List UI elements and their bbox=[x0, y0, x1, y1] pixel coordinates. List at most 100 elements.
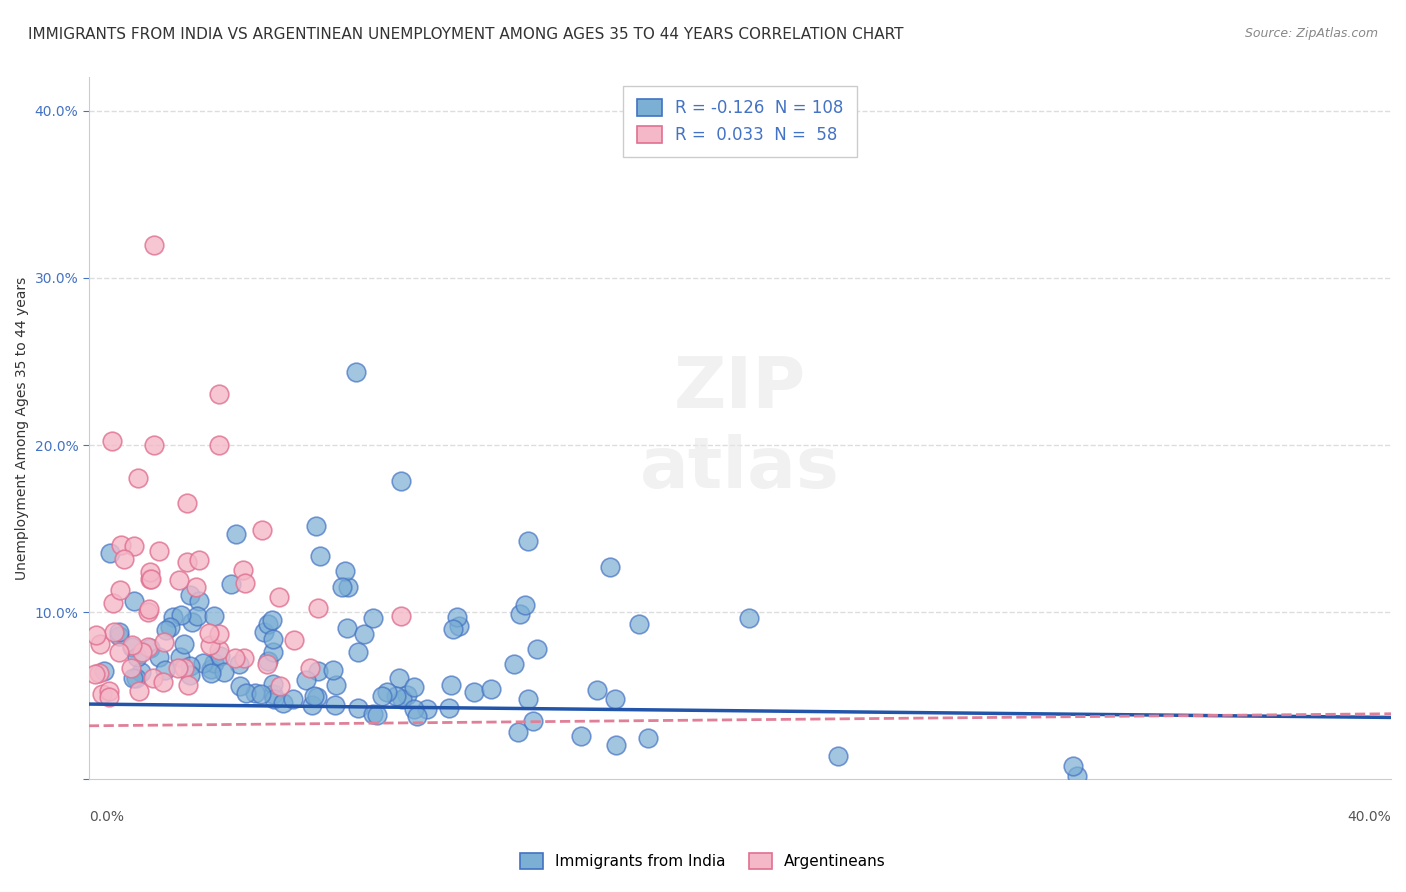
Argentineans bbox=[127, 471, 149, 485]
Text: ZIP
atlas: ZIP atlas bbox=[640, 354, 839, 503]
Immigrants from India bbox=[262, 687, 284, 701]
Immigrants from India bbox=[179, 588, 201, 602]
Argentineans bbox=[131, 645, 153, 659]
Immigrants from India bbox=[330, 580, 353, 594]
Argentineans bbox=[101, 434, 124, 449]
Argentineans bbox=[207, 643, 229, 657]
Immigrants from India bbox=[506, 725, 529, 739]
Immigrants from India bbox=[347, 645, 370, 659]
Immigrants from India bbox=[257, 654, 280, 668]
Legend: R = -0.126  N = 108, R =  0.033  N =  58: R = -0.126 N = 108, R = 0.033 N = 58 bbox=[623, 86, 856, 157]
Immigrants from India bbox=[180, 615, 202, 629]
Immigrants from India bbox=[441, 623, 464, 637]
Immigrants from India bbox=[305, 690, 328, 705]
Immigrants from India bbox=[225, 527, 247, 541]
Immigrants from India bbox=[187, 593, 209, 607]
Argentineans bbox=[97, 690, 120, 705]
Immigrants from India bbox=[389, 474, 412, 488]
Immigrants from India bbox=[1062, 758, 1084, 772]
Immigrants from India bbox=[148, 650, 170, 665]
Argentineans bbox=[139, 572, 162, 586]
Argentineans bbox=[208, 438, 231, 452]
Immigrants from India bbox=[479, 681, 502, 696]
Argentineans bbox=[197, 625, 219, 640]
Argentineans bbox=[298, 661, 321, 675]
Immigrants from India bbox=[138, 640, 160, 655]
Immigrants from India bbox=[200, 662, 222, 676]
Immigrants from India bbox=[569, 729, 592, 743]
Immigrants from India bbox=[263, 692, 285, 706]
Argentineans bbox=[122, 539, 145, 553]
Immigrants from India bbox=[302, 690, 325, 704]
Immigrants from India bbox=[325, 678, 347, 692]
Immigrants from India bbox=[253, 624, 276, 639]
Argentineans bbox=[256, 657, 278, 672]
Immigrants from India bbox=[295, 673, 318, 688]
Argentineans bbox=[128, 684, 150, 698]
Argentineans bbox=[139, 572, 162, 586]
Argentineans bbox=[167, 573, 190, 587]
Immigrants from India bbox=[309, 549, 332, 563]
Immigrants from India bbox=[125, 649, 148, 664]
Argentineans bbox=[389, 609, 412, 624]
Argentineans bbox=[139, 565, 162, 579]
Immigrants from India bbox=[513, 598, 536, 612]
Immigrants from India bbox=[202, 656, 225, 670]
Immigrants from India bbox=[125, 671, 148, 685]
Argentineans bbox=[142, 671, 165, 685]
Immigrants from India bbox=[271, 696, 294, 710]
Immigrants from India bbox=[186, 608, 208, 623]
Immigrants from India bbox=[245, 686, 267, 700]
Argentineans bbox=[176, 495, 198, 509]
Immigrants from India bbox=[404, 681, 426, 695]
Immigrants from India bbox=[169, 649, 191, 664]
Immigrants from India bbox=[212, 665, 235, 680]
Immigrants from India bbox=[121, 671, 143, 685]
Argentineans bbox=[173, 661, 195, 675]
Immigrants from India bbox=[262, 613, 284, 627]
Text: IMMIGRANTS FROM INDIA VS ARGENTINEAN UNEMPLOYMENT AMONG AGES 35 TO 44 YEARS CORR: IMMIGRANTS FROM INDIA VS ARGENTINEAN UNE… bbox=[28, 27, 904, 42]
Argentineans bbox=[167, 661, 190, 675]
Argentineans bbox=[176, 555, 198, 569]
Immigrants from India bbox=[235, 686, 257, 700]
Immigrants from India bbox=[262, 632, 284, 646]
Argentineans bbox=[224, 651, 246, 665]
Immigrants from India bbox=[155, 623, 177, 637]
Immigrants from India bbox=[366, 708, 388, 723]
Immigrants from India bbox=[129, 665, 152, 679]
Immigrants from India bbox=[463, 685, 485, 699]
Text: Source: ZipAtlas.com: Source: ZipAtlas.com bbox=[1244, 27, 1378, 40]
Argentineans bbox=[184, 581, 207, 595]
Immigrants from India bbox=[173, 638, 195, 652]
Immigrants from India bbox=[637, 731, 659, 745]
Y-axis label: Unemployment Among Ages 35 to 44 years: Unemployment Among Ages 35 to 44 years bbox=[15, 277, 30, 580]
Argentineans bbox=[148, 544, 170, 558]
Argentineans bbox=[83, 667, 105, 681]
Argentineans bbox=[103, 625, 125, 640]
Immigrants from India bbox=[353, 627, 375, 641]
Argentineans bbox=[235, 575, 257, 590]
Argentineans bbox=[142, 438, 165, 452]
Argentineans bbox=[89, 637, 111, 651]
Immigrants from India bbox=[416, 702, 439, 716]
Text: 40.0%: 40.0% bbox=[1347, 810, 1391, 824]
Immigrants from India bbox=[307, 664, 329, 678]
Immigrants from India bbox=[200, 666, 222, 681]
Immigrants from India bbox=[370, 689, 392, 703]
Argentineans bbox=[108, 645, 131, 659]
Immigrants from India bbox=[605, 738, 627, 752]
Immigrants from India bbox=[347, 701, 370, 715]
Argentineans bbox=[108, 582, 131, 597]
Immigrants from India bbox=[446, 610, 468, 624]
Immigrants from India bbox=[179, 659, 201, 673]
Immigrants from India bbox=[301, 698, 323, 713]
Immigrants from India bbox=[526, 642, 548, 657]
Immigrants from India bbox=[502, 657, 524, 671]
Argentineans bbox=[232, 563, 254, 577]
Immigrants from India bbox=[361, 610, 384, 624]
Immigrants from India bbox=[336, 621, 359, 635]
Immigrants from India bbox=[283, 692, 305, 706]
Immigrants from India bbox=[439, 700, 461, 714]
Argentineans bbox=[232, 650, 254, 665]
Immigrants from India bbox=[122, 594, 145, 608]
